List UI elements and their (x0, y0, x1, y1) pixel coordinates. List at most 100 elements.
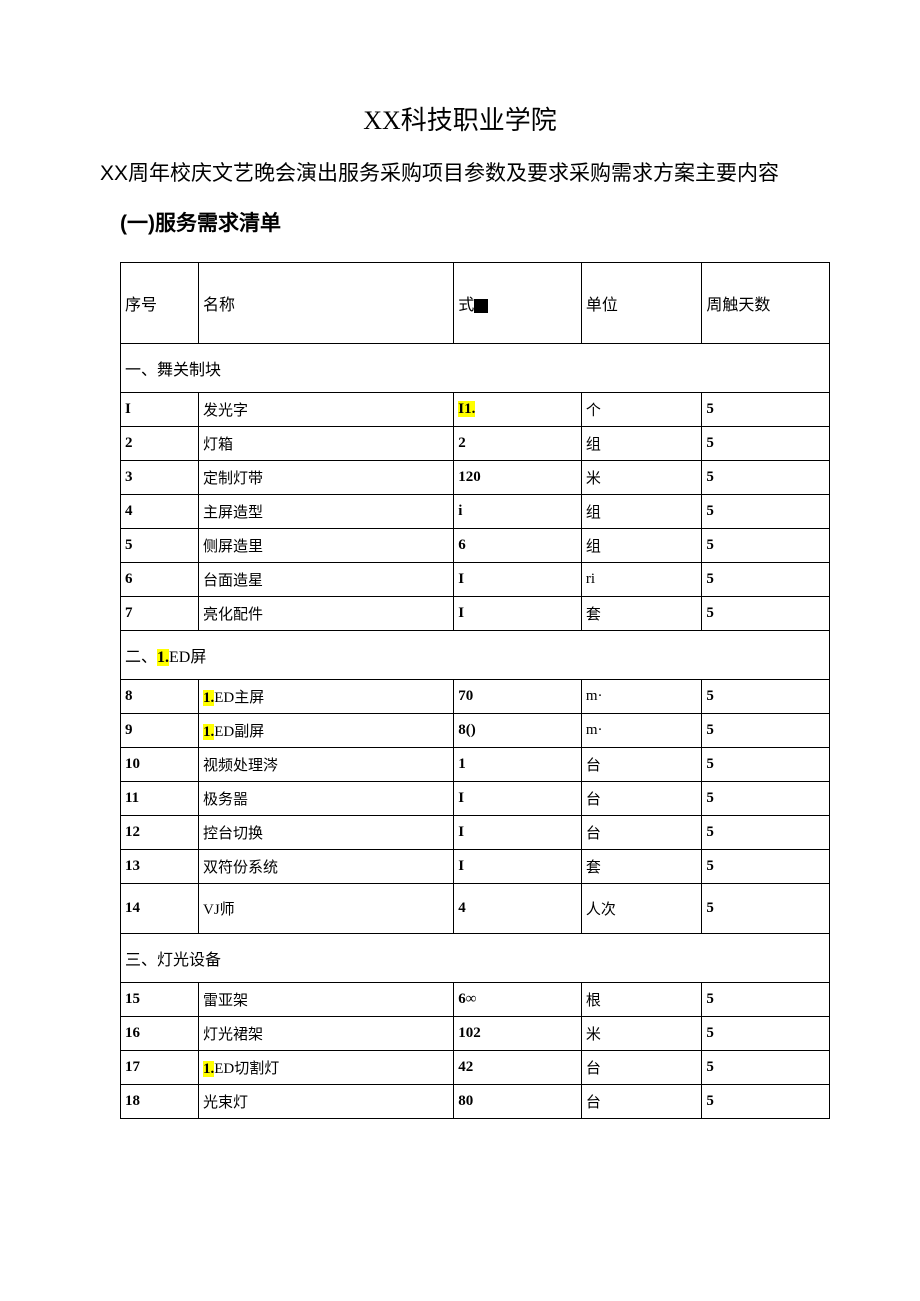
cell-days: 5 (702, 461, 830, 495)
cell-seq: 2 (121, 427, 199, 461)
cell-qty: i (454, 495, 582, 529)
cell-days: 5 (702, 1017, 830, 1051)
cell-qty: I1. (454, 393, 582, 427)
cell-seq: 18 (121, 1085, 199, 1119)
cell-unit: 组 (581, 427, 702, 461)
header-days: 周触天数 (702, 263, 830, 344)
cell-seq: 3 (121, 461, 199, 495)
table-row: 4主屏造型i组5 (121, 495, 830, 529)
cell-unit: 米 (581, 461, 702, 495)
cell-unit: 组 (581, 495, 702, 529)
cell-days: 5 (702, 597, 830, 631)
cell-qty: I (454, 850, 582, 884)
cell-days: 5 (702, 393, 830, 427)
section-title-cell: 三、灯光设备 (121, 934, 830, 983)
cell-unit: m· (581, 680, 702, 714)
section-title-cell: 二、1.ED屏 (121, 631, 830, 680)
cell-days: 5 (702, 529, 830, 563)
cell-qty: I (454, 816, 582, 850)
cell-qty: 1 (454, 748, 582, 782)
table-header-row: 序号名称式单位周触天数 (121, 263, 830, 344)
cell-seq: 4 (121, 495, 199, 529)
cell-qty: 120 (454, 461, 582, 495)
table-section-row: 一、舞关制块 (121, 344, 830, 393)
table-row: 11极务噐I台5 (121, 782, 830, 816)
cell-days: 5 (702, 748, 830, 782)
cell-qty: I (454, 563, 582, 597)
cell-unit: 台 (581, 782, 702, 816)
cell-name: 1.ED主屏 (198, 680, 453, 714)
cell-qty: 102 (454, 1017, 582, 1051)
cell-name: VJ师 (198, 884, 453, 934)
table-row: 171.ED切割灯42台5 (121, 1051, 830, 1085)
cell-days: 5 (702, 1085, 830, 1119)
cell-name: 发光字 (198, 393, 453, 427)
table-row: 16灯光裙架102米5 (121, 1017, 830, 1051)
cell-seq: 6 (121, 563, 199, 597)
table-row: 13双符份系统I套5 (121, 850, 830, 884)
cell-unit: 台 (581, 1085, 702, 1119)
cell-qty: I (454, 782, 582, 816)
table-row: 12控台切换I台5 (121, 816, 830, 850)
table-row: 3定制灯带120米5 (121, 461, 830, 495)
cell-name: 侧屏造里 (198, 529, 453, 563)
cell-name: 双符份系统 (198, 850, 453, 884)
cell-days: 5 (702, 714, 830, 748)
cell-name: 视频处理涔 (198, 748, 453, 782)
cell-seq: 13 (121, 850, 199, 884)
cell-unit: 台 (581, 816, 702, 850)
cell-unit: 个 (581, 393, 702, 427)
cell-seq: 9 (121, 714, 199, 748)
cell-qty: 42 (454, 1051, 582, 1085)
cell-name: 1.ED副屏 (198, 714, 453, 748)
cell-days: 5 (702, 495, 830, 529)
cell-name: 雷亚架 (198, 983, 453, 1017)
cell-days: 5 (702, 680, 830, 714)
table-row: 14VJ师4人次5 (121, 884, 830, 934)
cell-seq: 10 (121, 748, 199, 782)
cell-days: 5 (702, 816, 830, 850)
cell-days: 5 (702, 884, 830, 934)
table-row: 5侧屏造里6组5 (121, 529, 830, 563)
table-row: 10视频处理涔1台5 (121, 748, 830, 782)
cell-name: 主屏造型 (198, 495, 453, 529)
requirements-table: 序号名称式单位周触天数一、舞关制块I发光字I1.个52灯箱2组53定制灯带120… (120, 262, 830, 1119)
doc-title-sub: XX周年校庆文艺晚会演出服务采购项目参数及要求采购需求方案主要内容 (100, 157, 830, 187)
cell-unit: 台 (581, 748, 702, 782)
black-square-icon (474, 299, 488, 313)
table-row: 6台面造星Iri5 (121, 563, 830, 597)
header-name: 名称 (198, 263, 453, 344)
cell-seq: 12 (121, 816, 199, 850)
cell-unit: 套 (581, 850, 702, 884)
cell-seq: 11 (121, 782, 199, 816)
cell-qty: 4 (454, 884, 582, 934)
cell-seq: 16 (121, 1017, 199, 1051)
cell-unit: 台 (581, 1051, 702, 1085)
cell-unit: 套 (581, 597, 702, 631)
cell-seq: 15 (121, 983, 199, 1017)
cell-name: 台面造星 (198, 563, 453, 597)
header-seq: 序号 (121, 263, 199, 344)
cell-name: 亮化配件 (198, 597, 453, 631)
cell-name: 光束灯 (198, 1085, 453, 1119)
cell-days: 5 (702, 850, 830, 884)
cell-unit: ri (581, 563, 702, 597)
cell-days: 5 (702, 782, 830, 816)
section-label: (一)服务需求清单 (120, 207, 830, 237)
cell-days: 5 (702, 427, 830, 461)
cell-qty: 70 (454, 680, 582, 714)
cell-name: 极务噐 (198, 782, 453, 816)
table-row: 15雷亚架6∞根5 (121, 983, 830, 1017)
cell-qty: 8() (454, 714, 582, 748)
cell-unit: 组 (581, 529, 702, 563)
cell-qty: 80 (454, 1085, 582, 1119)
cell-unit: 米 (581, 1017, 702, 1051)
cell-name: 灯光裙架 (198, 1017, 453, 1051)
cell-qty: I (454, 597, 582, 631)
table-row: 91.ED副屏8()m·5 (121, 714, 830, 748)
table-row: 18光束灯80台5 (121, 1085, 830, 1119)
cell-qty: 6 (454, 529, 582, 563)
header-unit: 单位 (581, 263, 702, 344)
cell-unit: 人次 (581, 884, 702, 934)
cell-qty: 2 (454, 427, 582, 461)
